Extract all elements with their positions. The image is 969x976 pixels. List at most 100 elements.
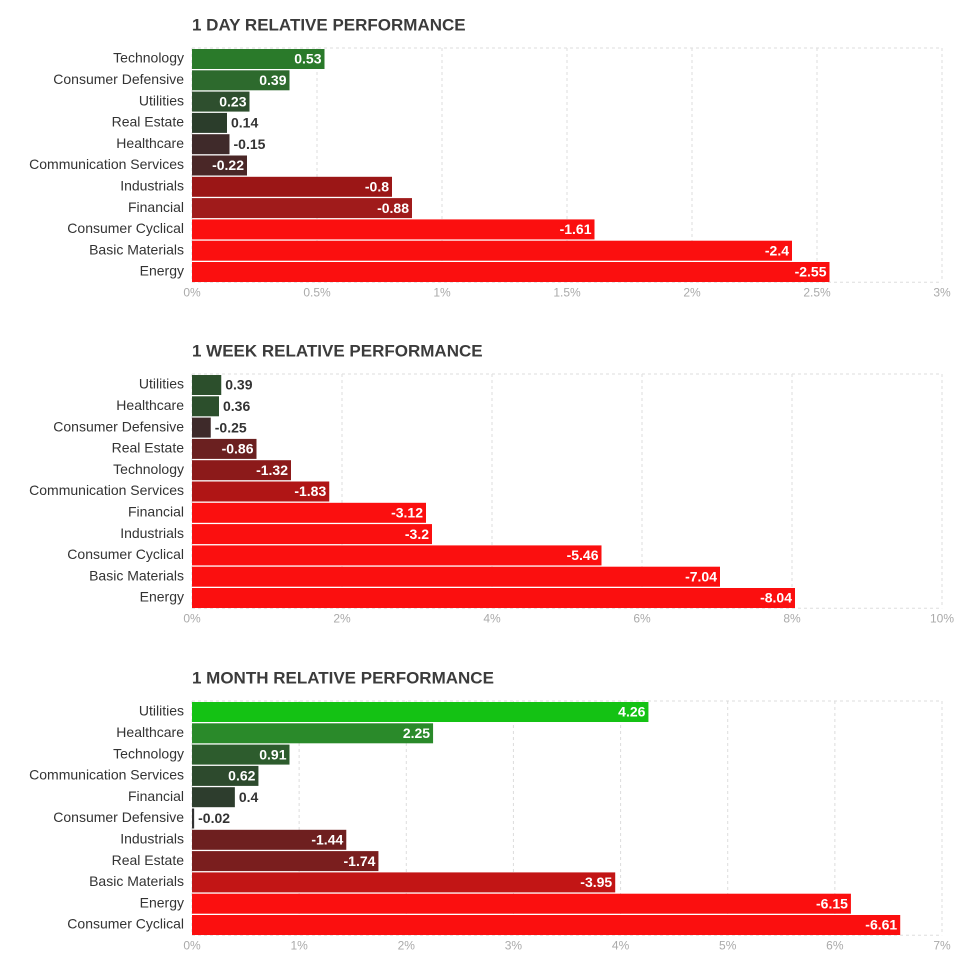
value-label: -1.61	[560, 221, 592, 237]
value-label: 0.91	[259, 746, 286, 762]
value-label: -6.15	[816, 895, 848, 911]
value-label: -1.32	[256, 462, 288, 478]
bar	[192, 240, 792, 261]
bar	[192, 829, 347, 850]
category-label: Communication Services	[29, 156, 184, 172]
category-label: Financial	[128, 199, 184, 215]
value-label: -0.88	[377, 200, 409, 216]
category-label: Basic Materials	[89, 567, 184, 583]
x-tick-label: 3%	[505, 938, 523, 952]
category-label: Industrials	[120, 831, 184, 847]
value-label: 0.14	[231, 115, 258, 131]
x-tick-label: 8%	[783, 611, 801, 625]
bar	[192, 524, 432, 545]
x-tick-label: 2.5%	[803, 285, 831, 299]
value-label: 0.39	[225, 377, 252, 393]
bar	[192, 723, 434, 744]
category-label: Real Estate	[112, 440, 185, 456]
category-label: Energy	[140, 589, 184, 605]
x-tick-label: 1%	[433, 285, 451, 299]
value-label: -0.22	[212, 157, 244, 173]
bar	[192, 808, 195, 829]
bar	[192, 155, 247, 176]
value-label: -0.25	[215, 419, 247, 435]
category-label: Energy	[140, 263, 184, 279]
category-label: Consumer Defensive	[53, 418, 184, 434]
bar	[192, 134, 230, 155]
value-label: 2.25	[403, 725, 430, 741]
bar	[192, 176, 392, 197]
x-tick-label: 0%	[183, 938, 201, 952]
category-label: Financial	[128, 504, 184, 520]
x-tick-label: 4%	[483, 611, 501, 625]
category-label: Basic Materials	[89, 873, 184, 889]
bar	[192, 396, 219, 417]
x-tick-label: 2%	[683, 285, 701, 299]
category-label: Healthcare	[116, 397, 184, 413]
x-tick-label: 0%	[183, 611, 201, 625]
value-label: 0.4	[239, 789, 259, 805]
x-tick-label: 6%	[826, 938, 844, 952]
x-tick-label: 4%	[612, 938, 630, 952]
category-label: Technology	[113, 745, 184, 761]
category-label: Industrials	[120, 525, 184, 541]
value-label: -1.44	[311, 832, 343, 848]
bar	[192, 872, 616, 893]
bar	[192, 765, 259, 786]
bar	[192, 851, 379, 872]
value-label: -5.46	[567, 547, 599, 563]
x-tick-label: 0.5%	[303, 285, 331, 299]
bar	[192, 219, 595, 240]
category-label: Consumer Defensive	[53, 809, 184, 825]
category-label: Technology	[113, 461, 184, 477]
category-label: Real Estate	[112, 114, 185, 130]
value-label: -2.4	[765, 242, 789, 258]
category-label: Financial	[128, 788, 184, 804]
value-label: -0.02	[198, 810, 230, 826]
category-label: Utilities	[139, 92, 184, 108]
value-label: 0.62	[228, 768, 255, 784]
bar	[192, 481, 330, 502]
value-label: -3.2	[405, 526, 429, 542]
category-label: Consumer Cyclical	[67, 546, 184, 562]
bar	[192, 915, 901, 935]
value-label: -1.74	[344, 853, 376, 869]
category-label: Real Estate	[112, 852, 185, 868]
value-label: -0.86	[222, 441, 254, 457]
value-label: -2.55	[795, 264, 827, 280]
bar	[192, 702, 649, 722]
category-label: Consumer Cyclical	[67, 916, 184, 932]
category-label: Utilities	[139, 376, 184, 392]
x-tick-label: 7%	[933, 938, 951, 952]
value-label: 0.53	[294, 51, 321, 67]
category-label: Utilities	[139, 703, 184, 719]
bar	[192, 70, 290, 91]
bar	[192, 438, 257, 459]
bar	[192, 588, 795, 608]
category-label: Healthcare	[116, 724, 184, 740]
chart-title: 1 MONTH RELATIVE PERFORMANCE	[192, 668, 494, 687]
category-label: Communication Services	[29, 767, 184, 783]
value-label: 4.26	[618, 704, 645, 720]
x-tick-label: 2%	[333, 611, 351, 625]
bar	[192, 198, 412, 219]
category-label: Healthcare	[116, 135, 184, 151]
bar	[192, 262, 830, 282]
chart-title: 1 DAY RELATIVE PERFORMANCE	[192, 15, 466, 34]
value-label: -6.61	[865, 917, 897, 933]
category-label: Consumer Cyclical	[67, 220, 184, 236]
category-label: Energy	[140, 894, 184, 910]
value-label: -3.95	[580, 874, 612, 890]
x-tick-label: 1.5%	[553, 285, 581, 299]
x-tick-label: 2%	[398, 938, 416, 952]
bar	[192, 375, 222, 395]
value-label: 0.39	[259, 72, 286, 88]
value-label: -0.15	[234, 136, 266, 152]
category-label: Industrials	[120, 178, 184, 194]
bar	[192, 545, 602, 566]
x-tick-label: 0%	[183, 285, 201, 299]
bar	[192, 460, 291, 481]
x-tick-label: 1%	[290, 938, 308, 952]
value-label: -7.04	[685, 568, 717, 584]
